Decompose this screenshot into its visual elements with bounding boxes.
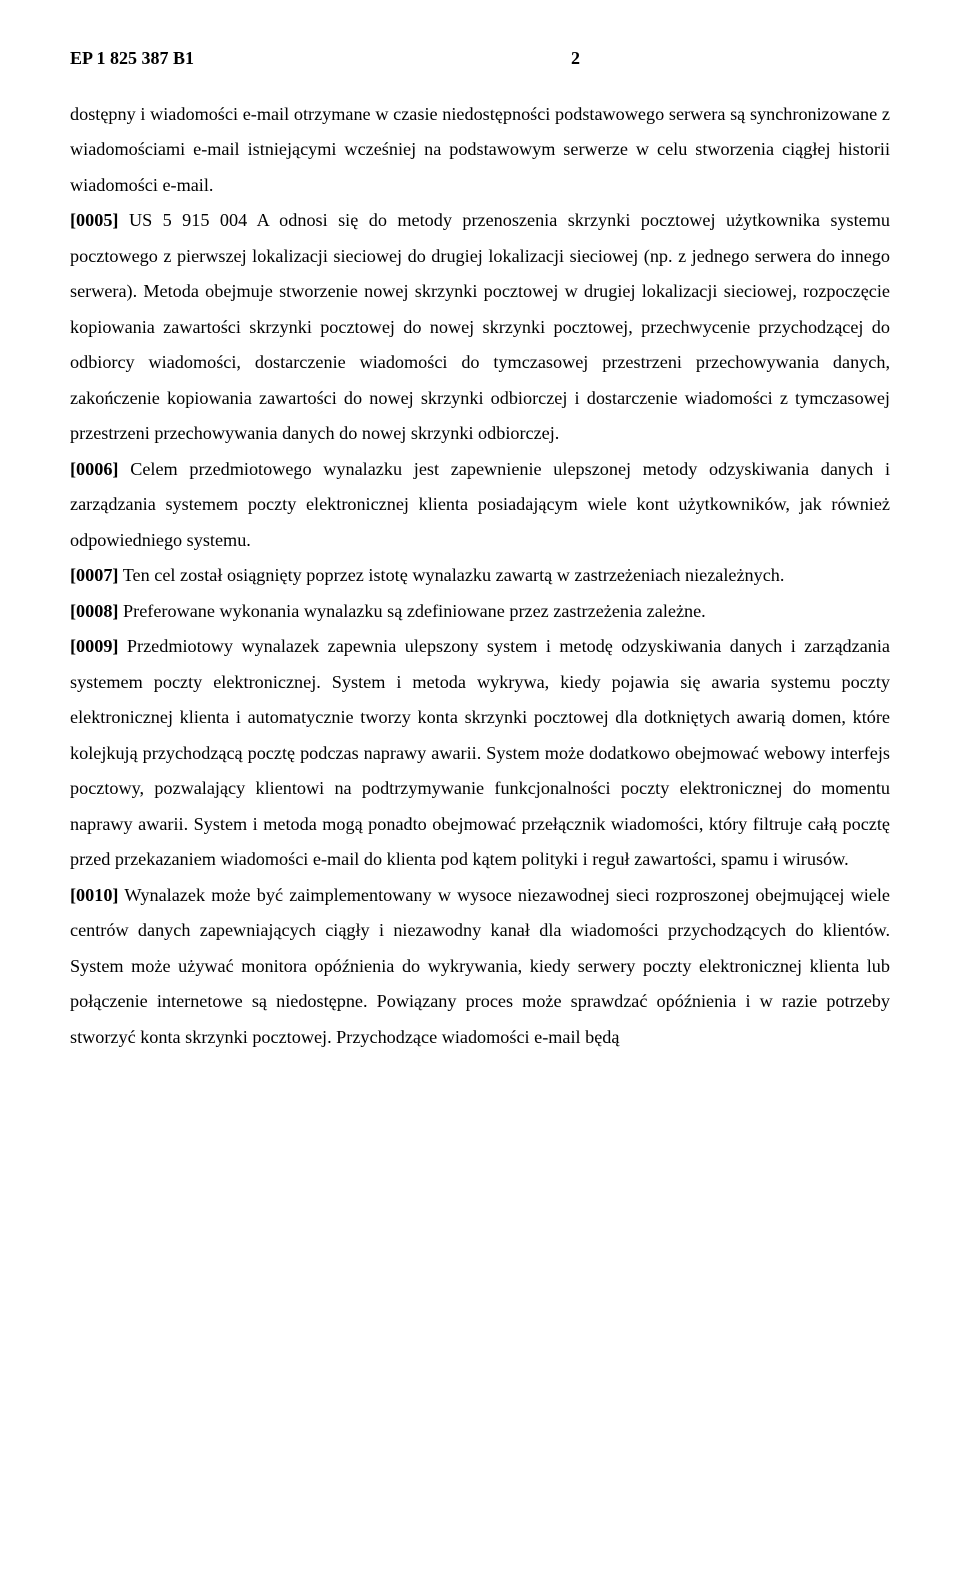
- para-tag-0009: [0009]: [70, 636, 119, 656]
- para-tag-0007: [0007]: [70, 565, 119, 585]
- para-text-0008: Preferowane wykonania wynalazku są zdefi…: [119, 601, 706, 621]
- document-body: dostępny i wiadomości e-mail otrzymane w…: [70, 97, 890, 1055]
- document-code: EP 1 825 387 B1: [70, 48, 194, 69]
- para-tag-0006: [0006]: [70, 459, 119, 479]
- document-header: EP 1 825 387 B1 2: [70, 48, 890, 69]
- para-text-0010: Wynalazek może być zaimplementowany w wy…: [70, 885, 890, 1047]
- para-text-0007: Ten cel został osiągnięty poprzez istotę…: [119, 565, 785, 585]
- para-text-0006: Celem przedmiotowego wynalazku jest zape…: [70, 459, 890, 550]
- page-number: 2: [571, 48, 580, 69]
- para-text-0005: US 5 915 004 A odnosi się do metody prze…: [70, 210, 890, 443]
- intro-text: dostępny i wiadomości e-mail otrzymane w…: [70, 104, 890, 195]
- para-tag-0010: [0010]: [70, 885, 119, 905]
- para-tag-0005: [0005]: [70, 210, 119, 230]
- para-text-0009: Przedmiotowy wynalazek zapewnia ulepszon…: [70, 636, 890, 869]
- para-tag-0008: [0008]: [70, 601, 119, 621]
